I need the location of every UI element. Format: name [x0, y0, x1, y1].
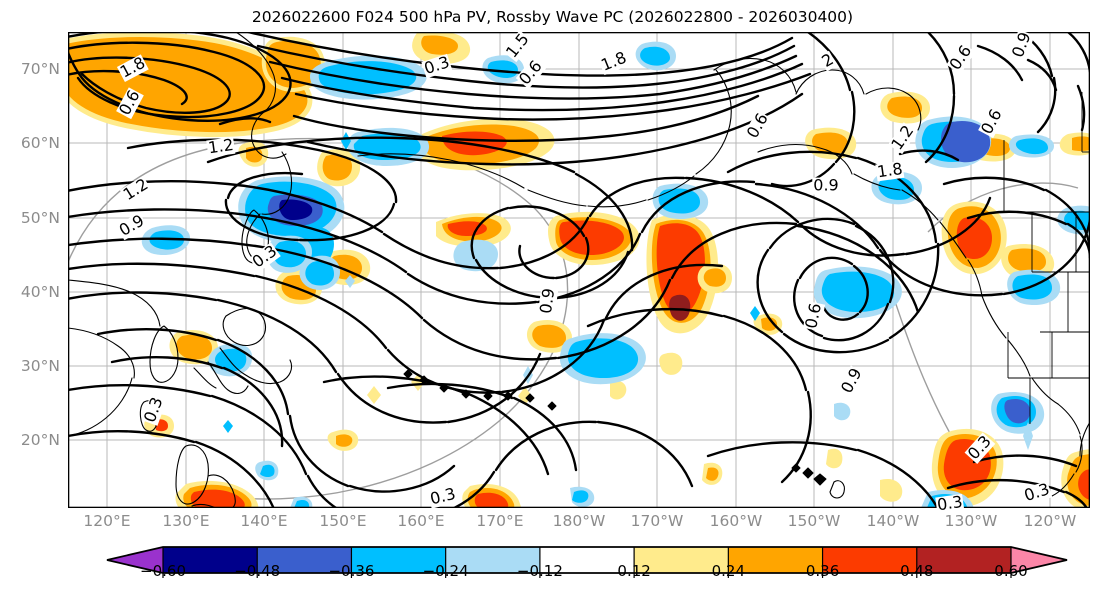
- shaded-patch: [834, 402, 851, 421]
- shaded-patch: [880, 478, 903, 502]
- shaded-patch: [567, 338, 639, 378]
- shaded-patch: [336, 434, 353, 447]
- ytick-label-70n: 70°N: [20, 60, 60, 78]
- colorbar-tick-label: 0.24: [711, 562, 746, 580]
- shaded-patch: [273, 240, 306, 268]
- colorbar-segment: [539, 547, 635, 573]
- ytick-label-60n: 60°N: [20, 134, 60, 152]
- pv-contours: [68, 32, 1090, 508]
- shaded-patch: [956, 217, 992, 260]
- shaded-patch: [341, 132, 351, 150]
- shaded-patch: [706, 467, 719, 481]
- shaded-patch: [669, 294, 691, 321]
- shaded-patch: [453, 239, 498, 272]
- page-title: 2026022600 F024 500 hPa PV, Rossby Wave …: [251, 8, 854, 26]
- colorbar-segment: [916, 547, 1011, 573]
- shaded-patch: [750, 306, 760, 321]
- shaded-patch: [640, 46, 670, 66]
- shaded-patch: [659, 352, 683, 375]
- xtick-label-150w: 150°W: [787, 512, 841, 530]
- shaded-patch: [223, 420, 233, 433]
- colorbar-segment: [822, 547, 917, 573]
- shaded-patch: [610, 380, 627, 400]
- colorbar-swatches: [106, 546, 1068, 578]
- xtick-label-160e: 160°E: [397, 512, 445, 530]
- shaded-patch: [821, 271, 895, 312]
- xtick-label-120w: 120°W: [1023, 512, 1077, 530]
- colorbar-segment: [728, 547, 823, 573]
- colorbar-tick-label: 0.36: [805, 562, 840, 580]
- ytick-label-40n: 40°N: [20, 283, 60, 301]
- colorbar-segment: [163, 547, 258, 573]
- colorbar-tick-label: −0.36: [328, 562, 375, 580]
- colorbar-tick-label: −0.12: [516, 562, 563, 580]
- ytick-label-50n: 50°N: [20, 209, 60, 227]
- ytick-label-30n: 30°N: [20, 357, 60, 375]
- xtick-label-120e: 120°E: [83, 512, 131, 530]
- colorbar-tick-label: −0.60: [140, 562, 186, 580]
- colorbar-tick-label: −0.48: [234, 562, 281, 580]
- map-plot-area[interactable]: 1.8 0.6 0.3 1.5 0.6 1.8 2 0.6 0.9 1.2 0.6 1.8 0.6 1.2…: [68, 29, 1090, 514]
- xtick-label-150e: 150°E: [319, 512, 367, 530]
- shaded-patch: [532, 324, 566, 348]
- shaded-patch: [260, 464, 275, 477]
- colorbar-segment: [351, 547, 446, 573]
- shaded-patch: [572, 490, 589, 503]
- shaded-patch: [305, 260, 334, 286]
- shaded-patch: [474, 492, 509, 508]
- shaded-patch: [559, 220, 624, 256]
- shaded-patch: [656, 223, 705, 315]
- xtick-label-130w: 130°W: [944, 512, 998, 530]
- plot-border: [68, 32, 1090, 508]
- xtick-label-140e: 140°E: [240, 512, 288, 530]
- shaded-patch: [214, 348, 247, 372]
- colorbar-tick-label: 0.48: [900, 562, 934, 580]
- shaded-patch: [421, 35, 458, 55]
- xtick-label-170w: 170°W: [630, 512, 684, 530]
- shaded-patch: [1078, 469, 1090, 500]
- colorbar-segment: [445, 547, 540, 573]
- colorbar[interactable]: −0.60 −0.48 −0.36 −0.24 −0.12 0.12 0.24 0.36 0.4…: [0, 540, 1105, 604]
- xtick-label-170e: 170°E: [476, 512, 524, 530]
- shaded-patch: [322, 154, 352, 181]
- xtick-label-160w: 160°W: [709, 512, 763, 530]
- shaded-patch: [279, 199, 313, 220]
- shaded-patch: [190, 489, 245, 508]
- shaded-patch: [703, 268, 726, 287]
- colorbar-segment: [257, 547, 352, 573]
- shaded-patch: [1072, 136, 1090, 152]
- colorbar-segment-over: [1011, 547, 1067, 573]
- shaded-patch: [1015, 138, 1048, 155]
- shaded-patch: [176, 334, 212, 360]
- shaded-patch: [761, 317, 778, 331]
- colorbar-segment-under: [107, 547, 163, 573]
- shaded-patch: [940, 120, 991, 163]
- xtick-label-130e: 130°E: [162, 512, 210, 530]
- colorbar-tick-label: −0.24: [422, 562, 469, 580]
- shaded-patch: [345, 275, 355, 288]
- shaded-patch: [447, 221, 487, 236]
- shaded-patch: [1023, 422, 1033, 450]
- shaded-patch: [887, 96, 922, 118]
- shaded-patch: [658, 188, 700, 214]
- shaded-patch: [1004, 398, 1031, 424]
- shaded-patch: [487, 60, 518, 78]
- ytick-label-20n: 20°N: [20, 431, 60, 449]
- shaded-patch: [826, 448, 843, 469]
- colorbar-tick-label: 0.60: [994, 562, 1028, 580]
- shaded-patch: [294, 499, 310, 508]
- shaded-patch: [367, 386, 381, 404]
- shaded-negative-regions: [141, 41, 1090, 508]
- colorbar-tick-label: 0.12: [617, 562, 651, 580]
- xtick-label-140w: 140°W: [866, 512, 920, 530]
- shaded-patch: [1008, 248, 1046, 272]
- xtick-label-180w: 180°W: [552, 512, 606, 530]
- colorbar-segment: [634, 547, 729, 573]
